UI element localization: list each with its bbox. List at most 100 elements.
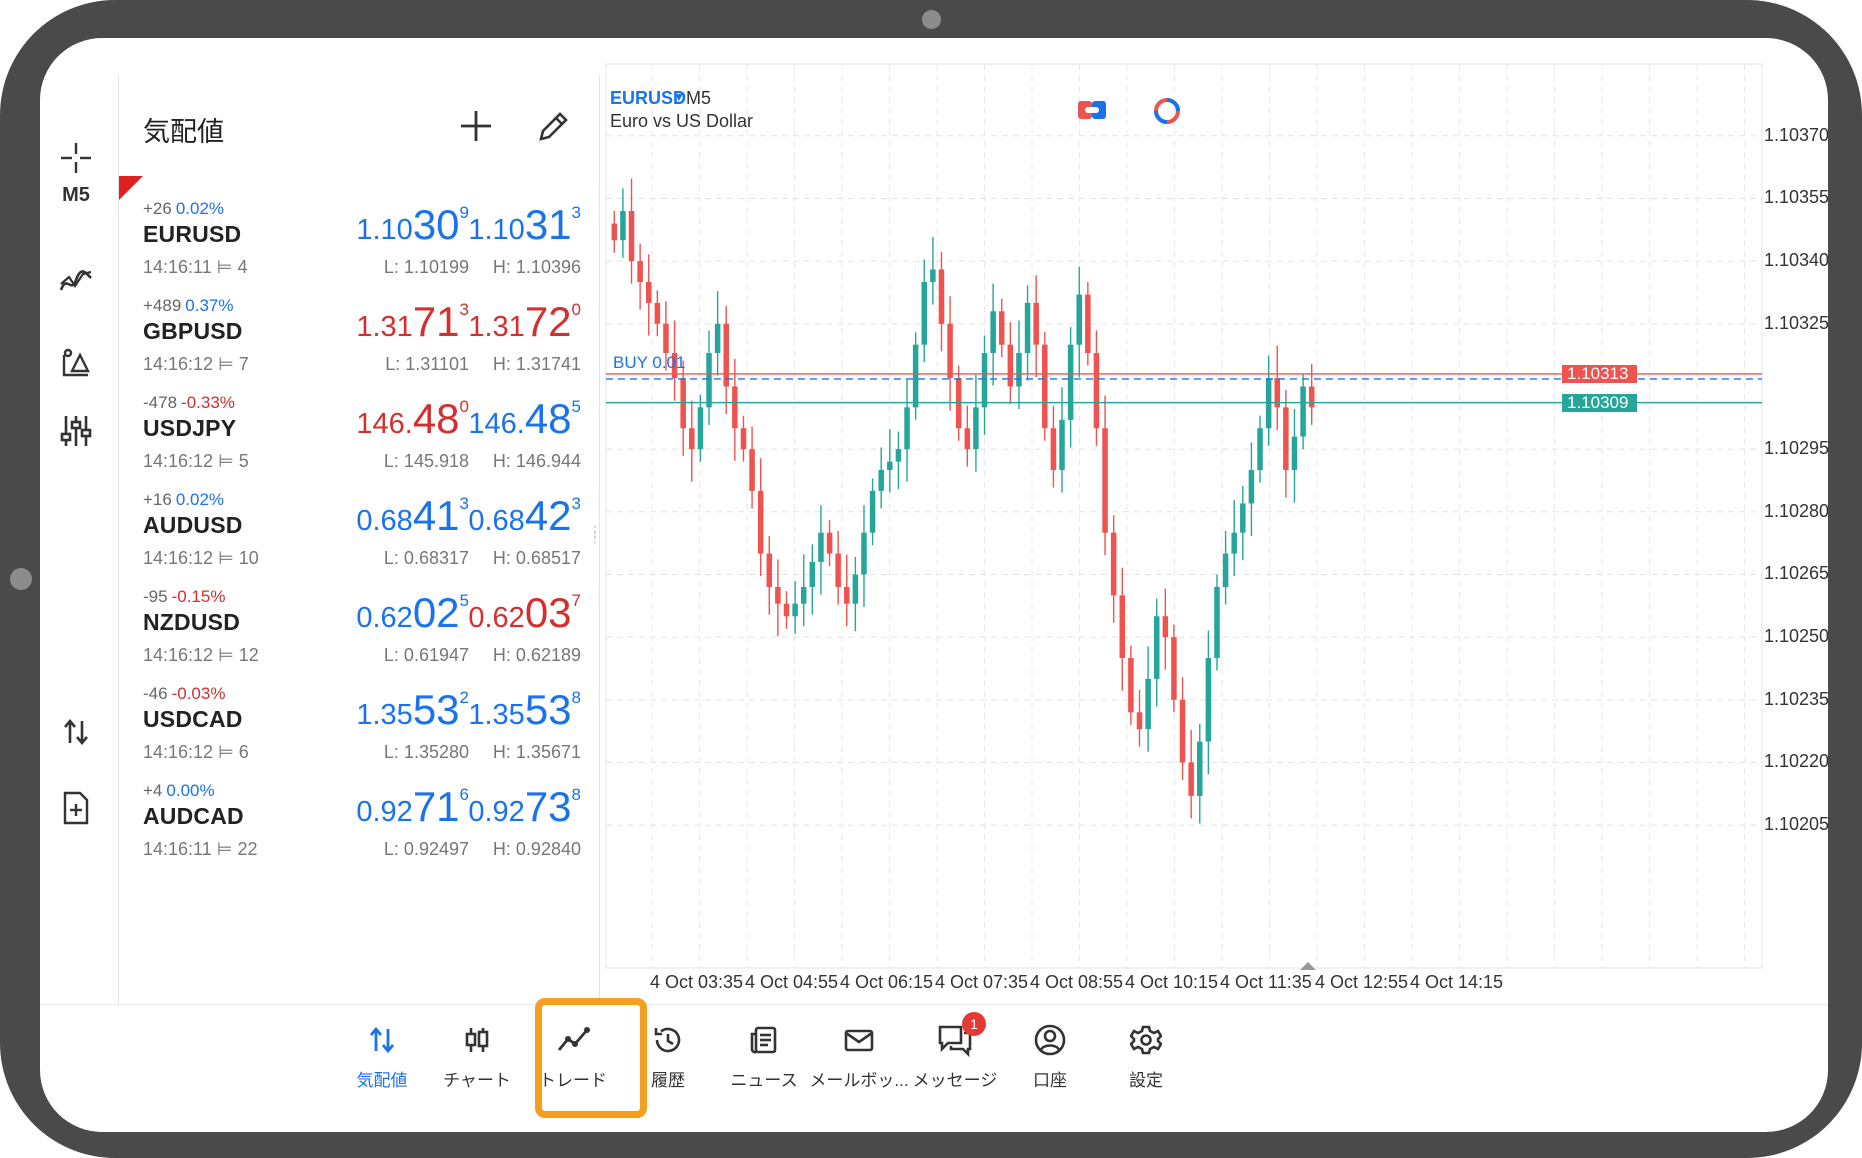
bid-price[interactable]: 0.62025	[356, 589, 469, 636]
nav-item-label: ニュース	[730, 1071, 798, 1090]
chart-description: Euro vs US Dollar	[610, 111, 754, 131]
nav-item-label: 口座	[1033, 1071, 1067, 1090]
candle-body	[1274, 378, 1281, 408]
indicators-icon[interactable]	[51, 256, 101, 306]
ask-price[interactable]: 1.31720	[468, 298, 581, 345]
low-price: L: 0.68317	[383, 548, 469, 568]
spread-icon: ⊨	[218, 742, 234, 762]
bid-price[interactable]: 1.10309	[356, 201, 469, 248]
symbol-dropdown-icon[interactable]: ▼	[673, 90, 685, 104]
panel-resize-grip[interactable]: ⋮ ⋮	[588, 523, 602, 545]
candle-body	[792, 603, 798, 617]
candle-body	[1308, 386, 1315, 408]
quotes-arrows-icon	[327, 1018, 437, 1062]
candle-body	[1179, 699, 1186, 763]
quote-symbol: AUDCAD	[143, 803, 244, 829]
candlestick-icon	[422, 1018, 532, 1062]
nav-item-8[interactable]: 設定	[1091, 1018, 1201, 1098]
quote-symbol: NZDUSD	[143, 609, 241, 635]
quote-row-audusd[interactable]: +16 0.02% AUDUSD 14:16:12 ⊨ 10 0.68413 0.…	[119, 490, 599, 605]
account-icon	[995, 1018, 1105, 1062]
depth-of-market-icon[interactable]	[1152, 96, 1182, 126]
nav-item-3[interactable]: 履歴	[613, 1018, 723, 1098]
candle-body	[904, 407, 910, 450]
objects-icon[interactable]	[51, 338, 101, 388]
high-price: H: 0.68517	[492, 548, 581, 568]
ask-price[interactable]: 0.68423	[468, 492, 581, 539]
ask-price[interactable]: 1.35538	[468, 686, 581, 733]
quote-row-usdjpy[interactable]: -478 -0.33% USDJPY 14:16:12 ⊨ 5 146.480 1…	[119, 393, 599, 508]
candle-body	[628, 210, 635, 262]
messages-icon: 1	[900, 1012, 1010, 1062]
quote-row-audcad[interactable]: +4 0.00% AUDCAD 14:16:11 ⊨ 22 0.92716 0.9…	[119, 781, 599, 896]
quote-row-usdcad[interactable]: -46 -0.03% USDCAD 14:16:12 ⊨ 6 1.35532 1.…	[119, 684, 599, 799]
settings-sliders-icon[interactable]	[51, 406, 101, 456]
y-tick-label: 1.10295	[1764, 438, 1828, 459]
candle-body	[1162, 616, 1169, 638]
quote-row-eurusd[interactable]: +26 0.02% EURUSD 14:16:11 ⊨ 4 1.10309 1.1…	[119, 199, 599, 314]
buy-position-label[interactable]: BUY 0.01	[613, 352, 686, 372]
chart-area[interactable]: EURUSD ▼ M5 Euro vs US Dollar 1.10370 1.1…	[600, 38, 1828, 1004]
x-tick-label: 4 Oct 10:15	[1125, 972, 1219, 992]
candle-body	[887, 461, 893, 471]
crosshair-icon[interactable]	[51, 133, 101, 183]
x-tick-label: 4 Oct 07:35	[935, 972, 1029, 992]
bid-price[interactable]: 146.480	[356, 395, 469, 442]
nav-item-label: チャート	[443, 1071, 511, 1090]
nav-item-7[interactable]: 口座	[995, 1018, 1105, 1098]
candle-body	[973, 407, 979, 450]
quote-row-nzdusd[interactable]: -95 -0.15% NZDUSD 14:16:12 ⊨ 12 0.62025 0…	[119, 587, 599, 702]
candle-body	[938, 269, 945, 324]
quote-symbol: USDJPY	[143, 415, 237, 441]
nav-item-1[interactable]: チャート	[422, 1018, 532, 1098]
chart-symbol[interactable]: EURUSD	[610, 88, 687, 108]
candle-body	[783, 603, 790, 617]
new-order-icon[interactable]	[51, 783, 101, 833]
y-tick-label: 1.10220	[1764, 751, 1828, 772]
x-tick-label: 4 Oct 04:55	[745, 972, 839, 992]
x-tick-label: 4 Oct 14:15	[1410, 972, 1504, 992]
nav-item-5[interactable]: メールボッ...	[804, 1018, 914, 1098]
ask-price[interactable]: 146.485	[468, 395, 581, 442]
ask-price[interactable]: 1.10313	[468, 201, 581, 248]
y-tick-label: 1.10280	[1764, 500, 1828, 521]
ask-price[interactable]: 0.92738	[468, 783, 581, 830]
nav-item-4[interactable]: ニュース	[709, 1018, 819, 1098]
nav-item-0[interactable]: 気配値	[327, 1018, 437, 1098]
ask-price-tag: 1.10313	[1562, 364, 1637, 383]
chart-canvas[interactable]	[600, 38, 1828, 1004]
nav-item-label: 気配値	[356, 1071, 408, 1090]
quote-time: 14:16:11 ⊨ 4	[143, 257, 248, 277]
history-icon	[613, 1018, 723, 1062]
chart-timeframe[interactable]: M5	[686, 88, 712, 108]
quote-change: -478 -0.33%	[143, 393, 235, 412]
quote-row-gbpusd[interactable]: +489 0.37% GBPUSD 14:16:12 ⊨ 7 1.31713 1.…	[119, 296, 599, 411]
bid-price[interactable]: 0.92716	[356, 783, 469, 830]
ask-price[interactable]: 0.62037	[468, 589, 581, 636]
nav-item-2[interactable]: トレード	[518, 1018, 628, 1098]
candle-body	[818, 532, 824, 562]
bid-price[interactable]: 1.31713	[356, 298, 469, 345]
high-price: H: 1.31741	[492, 354, 581, 374]
add-symbol-icon[interactable]	[456, 106, 496, 146]
y-tick-label: 1.10325	[1764, 312, 1828, 333]
one-click-trade-icon[interactable]	[1077, 98, 1107, 122]
scroll-shift-marker[interactable]	[1300, 962, 1316, 970]
edit-pencil-icon[interactable]	[533, 106, 573, 146]
selected-corner-marker	[119, 176, 143, 200]
candle-body	[663, 323, 669, 354]
candle-body	[981, 353, 988, 408]
trade-arrows-icon[interactable]	[51, 707, 101, 757]
bid-price[interactable]: 1.35532	[356, 686, 469, 733]
candle-body	[990, 311, 996, 354]
y-tick-label: 1.10250	[1764, 626, 1828, 647]
candle-body	[1050, 428, 1057, 471]
candle-body	[1153, 616, 1160, 679]
high-price: H: 146.944	[492, 451, 581, 471]
quote-symbol: EURUSD	[143, 221, 242, 247]
quote-time: 14:16:12 ⊨ 12	[143, 645, 259, 665]
bid-price[interactable]: 0.68413	[356, 492, 469, 539]
y-tick-label: 1.10355	[1764, 187, 1828, 208]
nav-item-6[interactable]: 1 メッセージ	[900, 1012, 1010, 1098]
timeframe-button[interactable]: M5	[62, 183, 90, 206]
